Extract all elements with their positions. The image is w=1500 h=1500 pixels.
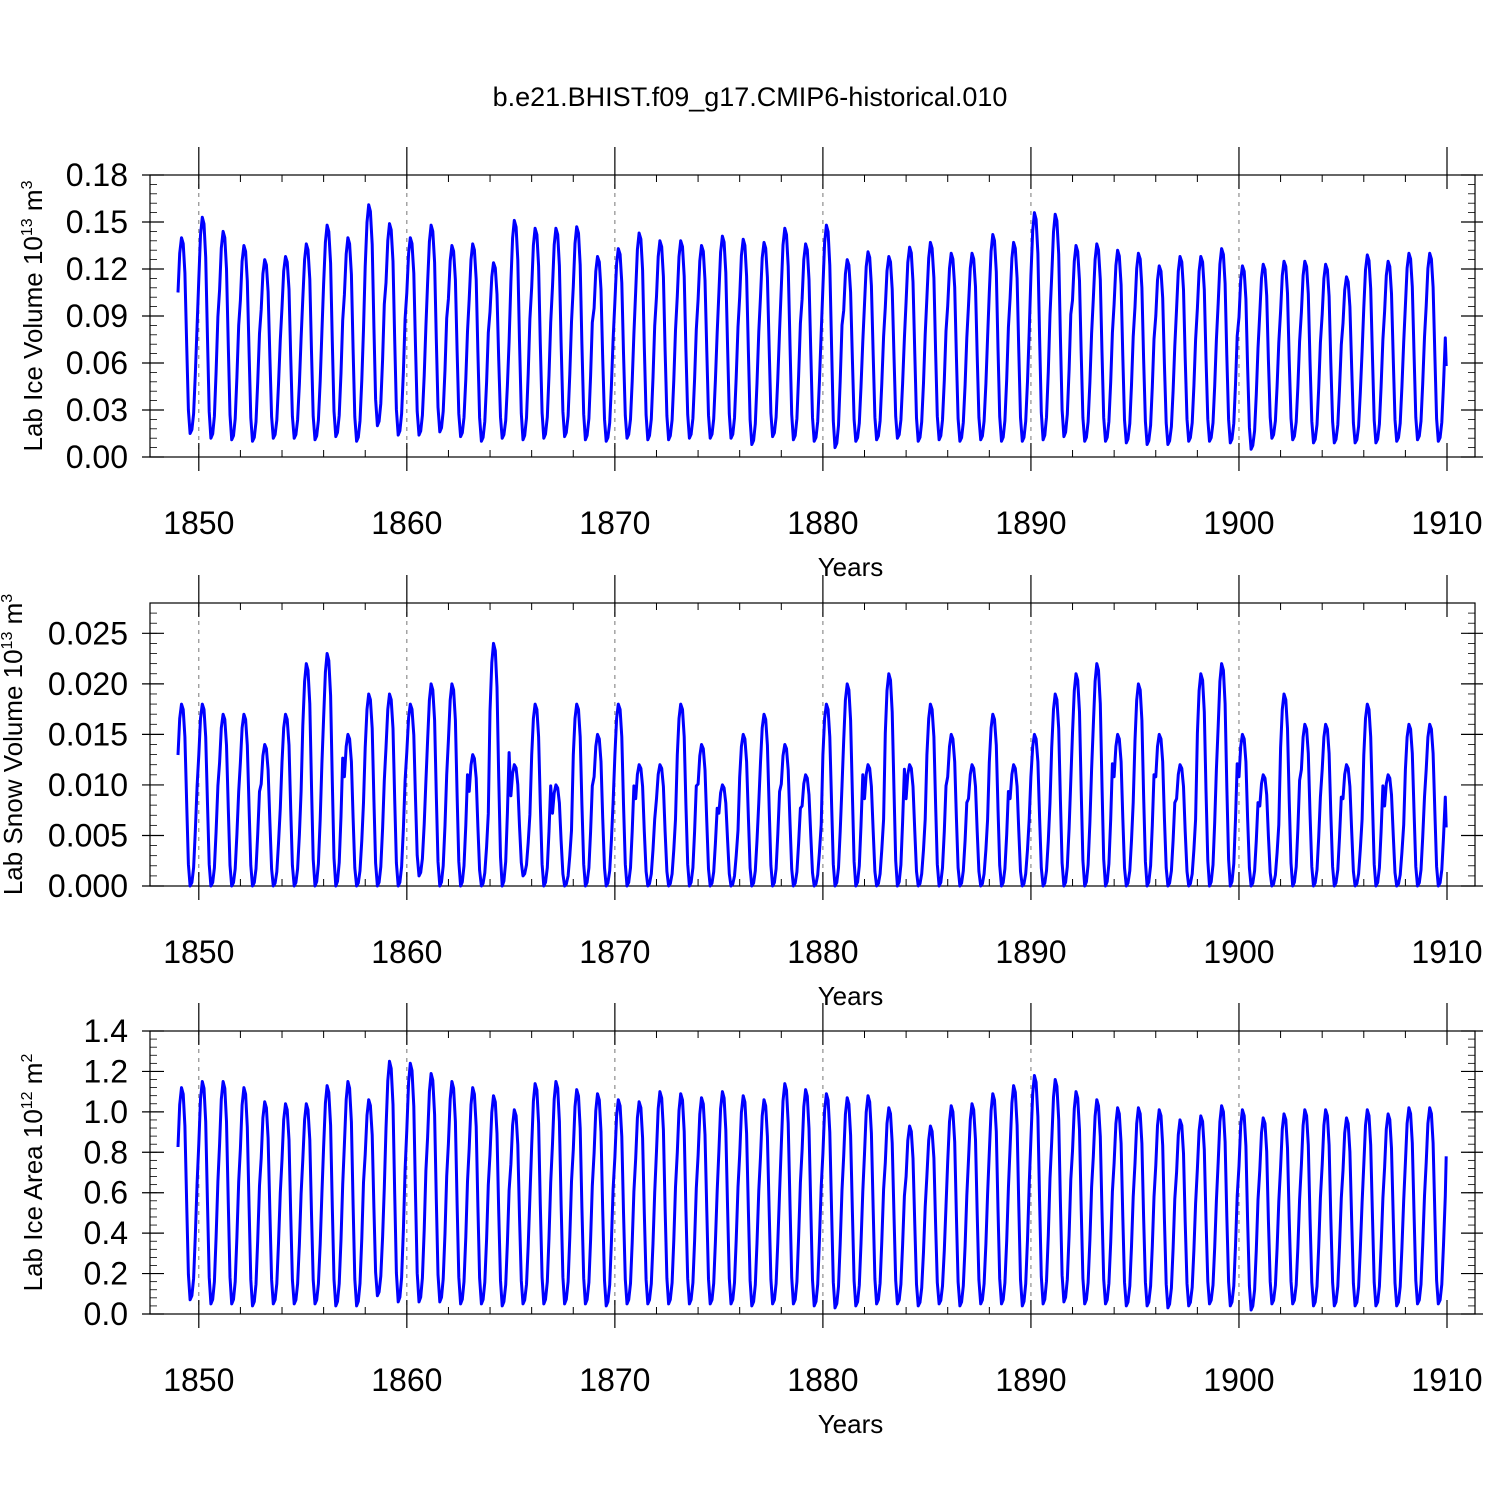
panel-ice-volume: 1850 1860 1870 1880 1890 1900 1910 Years 0.00 0.0… [18, 147, 1483, 582]
y-tick-label: 0.15 [66, 204, 128, 240]
data-series-line [176, 1059, 1448, 1312]
y-tick-label: 0.0 [84, 1296, 128, 1332]
y-tick-label: 1.2 [84, 1053, 128, 1089]
x-tick-label: 1890 [995, 1362, 1066, 1398]
y-tick-label: 0.06 [66, 345, 128, 381]
x-tick-label: 1850 [163, 934, 234, 970]
x-tick-label: 1890 [995, 934, 1066, 970]
y-tick-label: 0.005 [48, 817, 128, 853]
y-tick-label: 0.6 [84, 1175, 128, 1211]
x-tick-label: 1880 [787, 1362, 858, 1398]
x-tick-label: 1860 [371, 1362, 442, 1398]
y-tick-label: 0.00 [66, 439, 128, 475]
x-tick-label: 1870 [579, 934, 650, 970]
x-tick-label: 1870 [579, 505, 650, 541]
y-tick-label: 1.4 [84, 1013, 128, 1049]
data-series-line [176, 203, 1448, 451]
y-tick-label: 0.020 [48, 666, 128, 702]
x-tick-label: 1890 [995, 505, 1066, 541]
x-tick-label: 1910 [1411, 934, 1482, 970]
x-tick-label: 1860 [371, 934, 442, 970]
y-tick-label: 0.025 [48, 615, 128, 651]
y-tick-label: 0.000 [48, 868, 128, 904]
y-tick-label: 0.015 [48, 716, 128, 752]
y-tick-label: 0.03 [66, 392, 128, 428]
y-axis-title: Lab Ice Area 1012 m2 [18, 1054, 48, 1292]
figure-title: b.e21.BHIST.f09_g17.CMIP6-historical.010 [492, 82, 1008, 112]
x-tick-label: 1880 [787, 505, 858, 541]
x-axis-title: Years [818, 552, 884, 582]
panel-snow-volume: 1850 1860 1870 1880 1890 1900 1910 Years 0.000 0.… [0, 575, 1483, 1011]
y-tick-label: 0.2 [84, 1256, 128, 1292]
y-tick-label: 0.09 [66, 298, 128, 334]
y-tick-label: 1.0 [84, 1094, 128, 1130]
x-tick-label: 1900 [1203, 505, 1274, 541]
plot-frame [149, 1030, 1476, 1315]
x-axis-title: Years [818, 1409, 884, 1439]
y-axis-title: Lab Snow Volume 1013 m3 [0, 594, 28, 895]
x-tick-label: 1900 [1203, 1362, 1274, 1398]
x-tick-label: 1900 [1203, 934, 1274, 970]
y-tick-label: 0.18 [66, 157, 128, 193]
x-tick-label: 1910 [1411, 505, 1482, 541]
x-tick-label: 1880 [787, 934, 858, 970]
y-axis-title: Lab Ice Volume 1013 m3 [18, 180, 48, 451]
x-tick-label: 1910 [1411, 1362, 1482, 1398]
x-tick-label: 1860 [371, 505, 442, 541]
data-series-line [176, 641, 1448, 888]
y-tick-label: 0.010 [48, 767, 128, 803]
panel-ice-area: 1850 1860 1870 1880 1890 1900 1910 Years 0.0 0.2 0… [18, 1003, 1483, 1439]
x-tick-label: 1850 [163, 1362, 234, 1398]
x-tick-label: 1870 [579, 1362, 650, 1398]
y-tick-label: 0.12 [66, 251, 128, 287]
x-tick-label: 1850 [163, 505, 234, 541]
y-tick-label: 0.4 [84, 1215, 128, 1251]
x-axis-title: Years [818, 981, 884, 1011]
y-tick-label: 0.8 [84, 1134, 128, 1170]
